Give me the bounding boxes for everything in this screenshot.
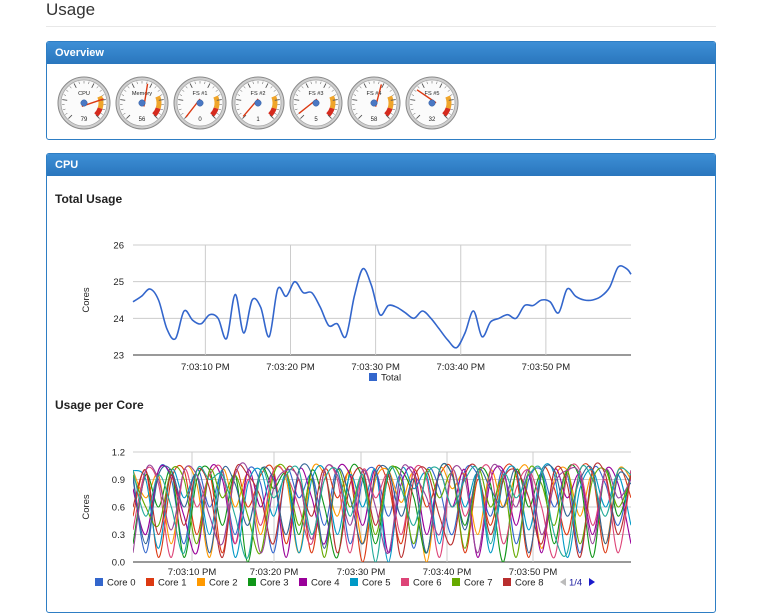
y-axis-label: Cores	[81, 287, 92, 313]
legend-label-core-2: Core 2	[209, 578, 238, 589]
gauge-value: 58	[371, 117, 378, 123]
x-tick-label: 7:03:10 PM	[181, 362, 230, 373]
legend-swatch-core-6	[401, 578, 409, 586]
usage-per-core-title: Usage per Core	[55, 398, 144, 412]
gauge-value: 79	[81, 117, 88, 123]
legend-swatch-core-5	[350, 578, 358, 586]
page-title: Usage	[46, 0, 95, 20]
y-axis-label: Cores	[81, 494, 92, 520]
gauge-label: FS #1	[193, 91, 208, 97]
gauge-warning-band	[448, 96, 449, 108]
cpu-panel: CPU Total Usage 23 24 25 26 7:03:10 PM 7:03:2…	[46, 153, 716, 613]
gauge-label: FS #2	[251, 91, 266, 97]
overview-panel-heading: Overview	[47, 42, 715, 64]
y-tick-label: 0.9	[112, 475, 125, 486]
total-usage-chart: 23 24 25 26 7:03:10 PM 7:03:20 PM 7:03:30 PM 7:…	[47, 216, 715, 396]
legend-label-core-6: Core 6	[413, 578, 442, 589]
x-tick-label: 7:03:50 PM	[509, 567, 558, 578]
gauge-warning-band	[274, 96, 275, 108]
total-usage-title: Total Usage	[55, 192, 122, 206]
gauge-label: CPU	[78, 91, 90, 97]
plot-area	[133, 245, 631, 355]
title-divider	[46, 26, 716, 27]
x-tick-label: 7:03:10 PM	[168, 567, 217, 578]
legend-label-core-7: Core 7	[464, 578, 493, 589]
gauge-value: 56	[139, 117, 146, 123]
legend-label-core-0: Core 0	[107, 578, 136, 589]
gauge-warning-band	[158, 96, 159, 108]
gauge-warning-band	[390, 96, 391, 108]
legend-swatch-core-4	[299, 578, 307, 586]
gauge-warning-band	[332, 96, 333, 108]
legend-next-page-icon[interactable]	[589, 578, 595, 586]
x-tick-label: 7:03:40 PM	[436, 362, 485, 373]
legend-prev-page-icon[interactable]	[560, 578, 566, 586]
x-tick-label: 7:03:30 PM	[351, 362, 400, 373]
y-tick-label: 0.3	[112, 530, 125, 541]
gauge-warning-band	[216, 96, 217, 108]
usage-per-core-chart: 0.0 0.3 0.6 0.9 1.2 7:03:10 PM 7:03:20 PM 7:03:…	[47, 424, 715, 600]
legend-page-indicator: 1/4	[569, 578, 582, 589]
legend-label-core-1: Core 1	[158, 578, 187, 589]
gauge-hub	[197, 100, 203, 106]
legend-swatch-core-8	[503, 578, 511, 586]
legend-swatch-core-7	[452, 578, 460, 586]
gauge-hub	[255, 100, 261, 106]
legend-label-core-8: Core 8	[515, 578, 544, 589]
legend-label-core-5: Core 5	[362, 578, 391, 589]
legend-swatch-core-2	[197, 578, 205, 586]
x-tick-label: 7:03:40 PM	[423, 567, 472, 578]
legend-swatch-core-0	[95, 578, 103, 586]
y-tick-label: 24	[113, 314, 124, 325]
gauge-hub	[371, 100, 377, 106]
y-tick-label: 0.0	[112, 558, 125, 569]
gauge-label: Memory	[132, 91, 152, 97]
cpu-panel-heading: CPU	[47, 154, 715, 176]
legend-label-core-4: Core 4	[311, 578, 340, 589]
gauge-hub	[81, 100, 87, 106]
y-tick-label: 0.6	[112, 503, 125, 514]
legend-swatch-core-3	[248, 578, 256, 586]
legend-swatch-core-1	[146, 578, 154, 586]
y-tick-label: 25	[113, 277, 124, 288]
x-tick-label: 7:03:50 PM	[522, 362, 571, 373]
gauge-warning-band	[100, 96, 101, 108]
legend-label-core-3: Core 3	[260, 578, 289, 589]
gauge-hub	[139, 100, 145, 106]
x-tick-label: 7:03:20 PM	[250, 567, 299, 578]
gauge-label: FS #3	[309, 91, 324, 97]
gauge-memory: Memory 56	[115, 76, 169, 130]
x-tick-label: 7:03:30 PM	[337, 567, 386, 578]
y-tick-label: 1.2	[112, 448, 125, 459]
y-tick-label: 26	[113, 241, 124, 252]
gauge-hub	[429, 100, 435, 106]
x-tick-label: 7:03:20 PM	[266, 362, 315, 373]
gauge-value: 32	[429, 117, 436, 123]
gauge-cpu: CPU 79	[57, 76, 111, 130]
y-tick-label: 23	[113, 351, 124, 362]
legend-label-total: Total	[381, 373, 401, 384]
gauge-hub	[313, 100, 319, 106]
legend-swatch-total	[369, 373, 377, 381]
